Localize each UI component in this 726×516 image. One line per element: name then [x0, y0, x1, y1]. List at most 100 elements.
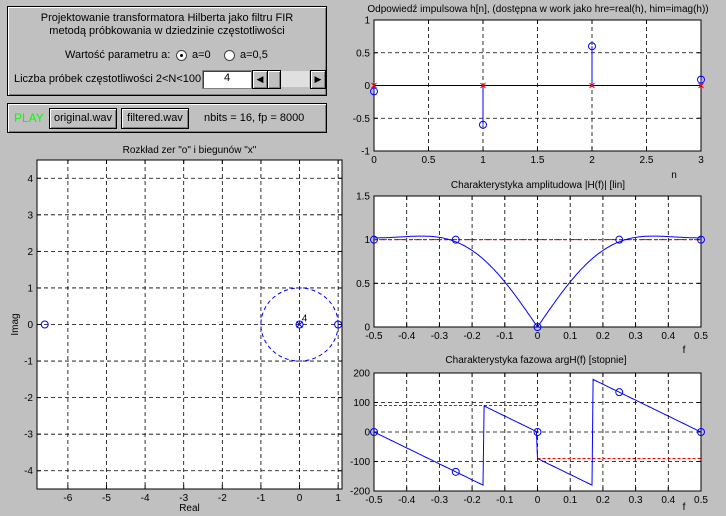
- original-wav-button[interactable]: original.wav: [49, 108, 117, 129]
- ir-xtick-label: 1.5: [531, 155, 545, 166]
- ir-ytick-label: -1: [361, 147, 370, 158]
- param-label: Wartość parametru a:: [65, 49, 171, 61]
- ir-imag-marker: [480, 82, 486, 89]
- radio-a05[interactable]: [224, 50, 235, 61]
- mag-xtick-label: -0.2: [463, 331, 481, 342]
- pz-xtick-label: -6: [63, 493, 72, 504]
- pz-ytick-label: -1: [24, 357, 33, 368]
- phase-xtick-label: -0.1: [496, 495, 514, 506]
- zero-marker: [334, 320, 343, 329]
- slider-thumb[interactable]: [267, 70, 281, 89]
- ir-imag-marker: [589, 82, 595, 89]
- pole-multiplicity-label: 4: [302, 314, 308, 325]
- mag-xtick-label: 0: [535, 331, 541, 342]
- mag-xtick-label: -0.3: [431, 331, 449, 342]
- phase-ytick-label: -200: [350, 487, 370, 498]
- ir-xtick-label: 2: [589, 155, 595, 166]
- radio-a0[interactable]: [176, 50, 187, 61]
- pz-xtick-label: -5: [102, 493, 111, 504]
- play-label: PLAY: [14, 111, 44, 125]
- phase-xtick-label: 0.4: [661, 495, 675, 506]
- slider-right-button[interactable]: ▶: [310, 70, 326, 89]
- pz-title: Rozkład zer "o" i biegunów "x": [123, 145, 257, 156]
- ir-xtick-label: 1: [480, 155, 486, 166]
- play-panel: PLAY original.wav filtered.wav nbits = 1…: [7, 103, 327, 133]
- mag-xlabel: f: [683, 345, 686, 356]
- zero-marker: [40, 320, 49, 329]
- mag-xtick-label: 0.5: [694, 331, 708, 342]
- mag-sample-marker: [451, 235, 460, 244]
- pole-marker: [296, 321, 303, 328]
- mag-sample-marker: [533, 323, 542, 331]
- phase-sample-marker: [615, 388, 624, 397]
- pz-ytick-label: -2: [24, 393, 33, 404]
- phase-ytick-label: 200: [353, 369, 370, 380]
- pz-ytick-label: 1: [27, 283, 33, 294]
- mag-xtick-label: 0.3: [629, 331, 643, 342]
- audio-info: nbits = 16, fp = 8000: [204, 112, 305, 124]
- unit-circle: [260, 287, 339, 362]
- pz-xtick-label: 1: [335, 493, 341, 504]
- phase-xtick-label: -0.5: [365, 495, 383, 506]
- mag-sample-marker: [370, 235, 378, 244]
- radio-a05-label[interactable]: a=0,5: [240, 49, 268, 61]
- samples-input[interactable]: 4: [202, 70, 252, 89]
- mag-ytick-label: 0.5: [356, 279, 370, 290]
- mag-ytick-label: 1.5: [356, 192, 370, 203]
- mag-xtick-label: 0.1: [563, 331, 577, 342]
- pz-ytick-label: 3: [27, 210, 33, 221]
- mag-sample-marker: [615, 235, 624, 244]
- phase-ytick-label: 0: [364, 428, 370, 439]
- phase-curve: [373, 378, 702, 486]
- mag-xtick-label: 0.4: [661, 331, 675, 342]
- ir-imag-marker: [371, 82, 377, 89]
- ir-ytick-label: -0.5: [353, 114, 371, 125]
- mag-xtick-label: 0.2: [596, 331, 610, 342]
- ir-ytick-label: 0.5: [356, 48, 370, 59]
- zero-marker: [295, 320, 304, 329]
- phase-sample-marker: [533, 428, 542, 436]
- phase-ytick-label: -100: [350, 457, 370, 468]
- ir-real-marker: [697, 75, 705, 84]
- phase-xtick-label: 0.5: [694, 495, 708, 506]
- ir-xtick-label: 0.5: [422, 155, 436, 166]
- ir-xtick-label: 3: [698, 155, 704, 166]
- mag-ytick-label: 1: [364, 235, 370, 246]
- ir-real-marker: [479, 120, 487, 129]
- phase-sample-marker: [451, 467, 460, 476]
- design-panel: Projektowanie transformatora Hilberta ja…: [7, 6, 327, 96]
- phase-title: Charakterystyka fazowa argH(f) [stopnie]: [445, 355, 626, 366]
- radio-a0-label[interactable]: a=0: [192, 49, 211, 61]
- ir-xlabel: n: [671, 170, 677, 181]
- phase-xtick-label: -0.2: [463, 495, 481, 506]
- ir-xtick-label: 0: [371, 155, 377, 166]
- mag-title: Charakterystyka amplitudowa |H(f)| [lin]: [451, 180, 625, 191]
- pz-ytick-label: 2: [27, 247, 33, 258]
- pz-ytick-label: -4: [24, 466, 33, 477]
- mag-sample-marker: [697, 235, 705, 244]
- phase-ytick-label: 100: [353, 398, 370, 409]
- pz-ytick-label: 0: [27, 320, 33, 331]
- ir-xtick-label: 2.5: [640, 155, 654, 166]
- phase-sample-marker: [697, 428, 705, 436]
- pz-xtick-label: -4: [141, 493, 150, 504]
- ir-real-marker: [588, 42, 596, 51]
- pz-ytick-label: 4: [27, 174, 33, 185]
- phase-xtick-label: 0.1: [563, 495, 577, 506]
- panel-title-line1: Projektowanie transformatora Hilberta ja…: [40, 12, 294, 24]
- mag-xtick-label: -0.5: [365, 331, 383, 342]
- ir-imag-marker: [698, 82, 704, 89]
- ir-real-marker: [370, 87, 378, 96]
- ir-ytick-label: 1: [364, 16, 370, 27]
- ir-ytick-label: 0: [364, 81, 370, 92]
- phase-xtick-label: -0.3: [431, 495, 449, 506]
- pz-ytick-label: -3: [24, 430, 33, 441]
- filtered-wav-button[interactable]: filtered.wav: [121, 108, 189, 129]
- phase-xlabel: f: [683, 502, 686, 513]
- phase-xtick-label: 0.3: [629, 495, 643, 506]
- phase-sample-marker: [370, 428, 378, 436]
- mag-curve: [374, 235, 701, 328]
- pz-xtick-label: -2: [218, 493, 227, 504]
- panel-title-line2: metodą próbkowania w dziedzinie częstotl…: [49, 25, 285, 37]
